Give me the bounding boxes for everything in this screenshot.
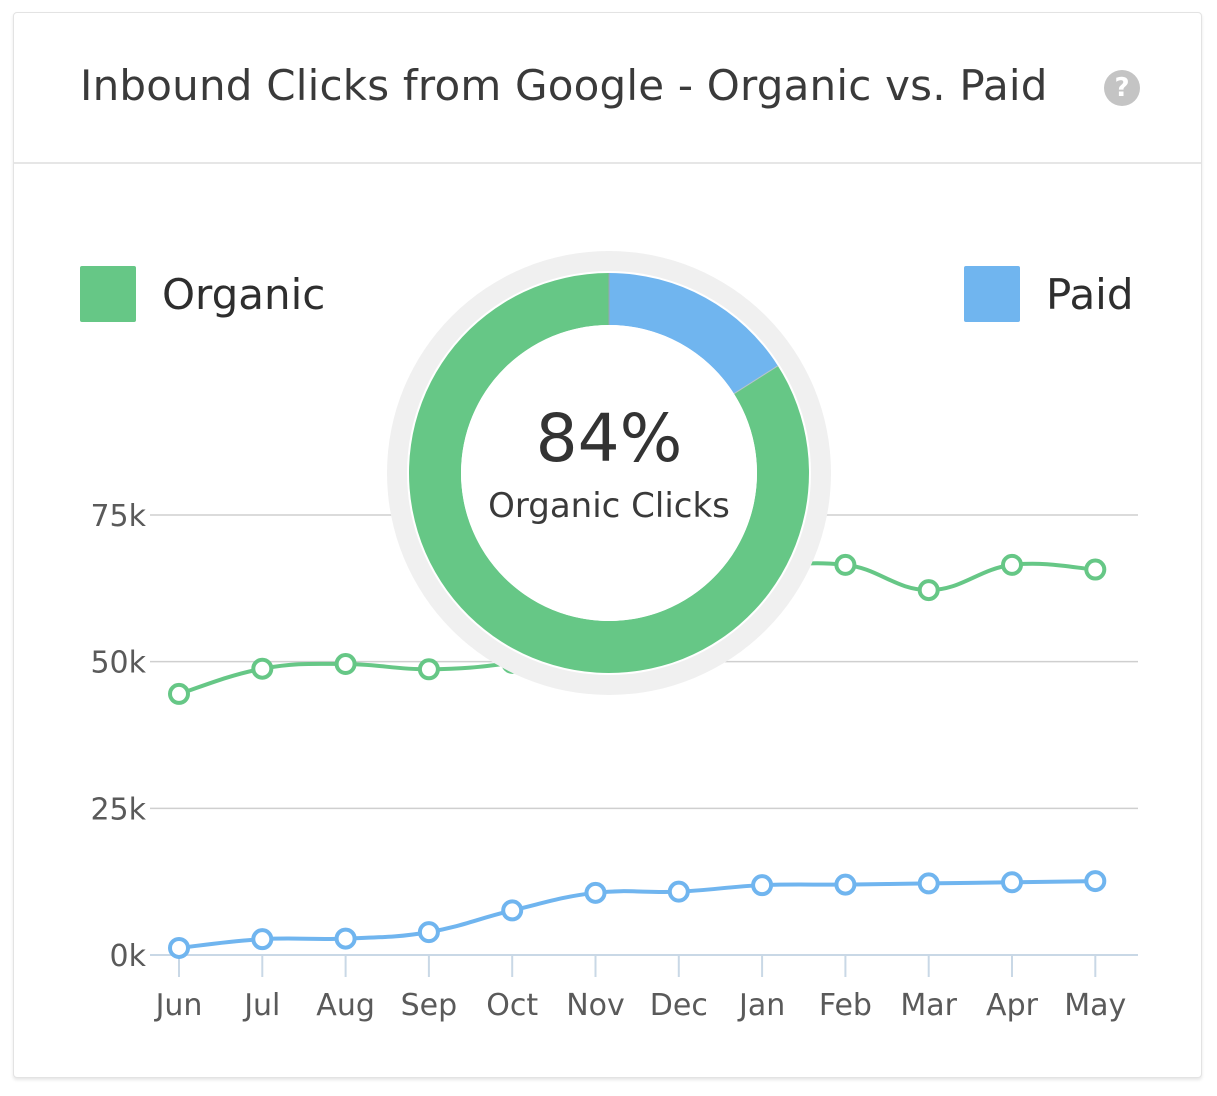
data-point-paid	[751, 874, 774, 897]
data-point-organic	[168, 682, 190, 705]
x-tick-label: May	[1064, 988, 1126, 1023]
data-point-paid	[667, 880, 690, 903]
data-point-paid	[168, 936, 190, 959]
y-tick-label: 75k	[90, 499, 146, 534]
card-title: Inbound Clicks from Google - Organic vs.…	[80, 61, 1048, 110]
x-tick-label: Dec	[650, 988, 708, 1023]
x-tick-label: Nov	[566, 988, 625, 1023]
donut-chart: 84% Organic Clicks	[386, 250, 832, 696]
data-point-paid	[334, 927, 357, 950]
x-tick-label: Apr	[986, 988, 1039, 1023]
data-point-organic	[834, 553, 857, 576]
legend-label-organic: Organic	[162, 269, 326, 319]
x-tick-label: Mar	[900, 988, 957, 1023]
data-point-organic	[1084, 558, 1107, 581]
data-point-paid	[834, 873, 857, 896]
data-point-paid	[417, 921, 440, 944]
data-point-organic	[917, 579, 940, 602]
data-point-organic	[334, 653, 357, 676]
legend-paid[interactable]: Paid	[964, 266, 1134, 322]
y-tick-label: 50k	[90, 646, 146, 681]
card-header: Inbound Clicks from Google - Organic vs.…	[14, 13, 1201, 164]
donut-slice-divider	[733, 365, 779, 395]
x-tick-label: Jan	[737, 988, 785, 1023]
data-point-paid	[501, 899, 524, 922]
data-point-paid	[251, 928, 274, 951]
donut-slice-paid	[609, 273, 778, 394]
x-tick-label: Jul	[242, 988, 280, 1023]
legend-label-paid: Paid	[1046, 269, 1134, 319]
data-point-organic	[417, 658, 440, 681]
data-point-paid	[1001, 871, 1023, 894]
data-point-paid	[917, 872, 940, 895]
legend-swatch-organic	[80, 266, 136, 322]
x-tick-label: Feb	[819, 988, 872, 1023]
x-tick-label: Sep	[401, 988, 458, 1023]
legend-swatch-paid	[964, 266, 1020, 322]
data-point-paid	[584, 881, 607, 904]
series-line-paid	[178, 879, 1096, 950]
data-point-organic	[1001, 553, 1023, 576]
x-tick-label: Aug	[316, 988, 375, 1023]
data-point-organic	[251, 657, 274, 680]
legend-organic[interactable]: Organic	[80, 266, 325, 322]
question-circle-icon[interactable]: ?	[1104, 70, 1140, 106]
data-point-paid	[1084, 870, 1107, 893]
x-tick-label: Oct	[486, 988, 538, 1023]
y-tick-label: 0k	[110, 939, 147, 974]
x-tick-label: Jun	[154, 988, 203, 1023]
donut-svg	[387, 251, 831, 695]
y-tick-label: 25k	[90, 792, 146, 827]
donut-hole	[461, 325, 757, 621]
